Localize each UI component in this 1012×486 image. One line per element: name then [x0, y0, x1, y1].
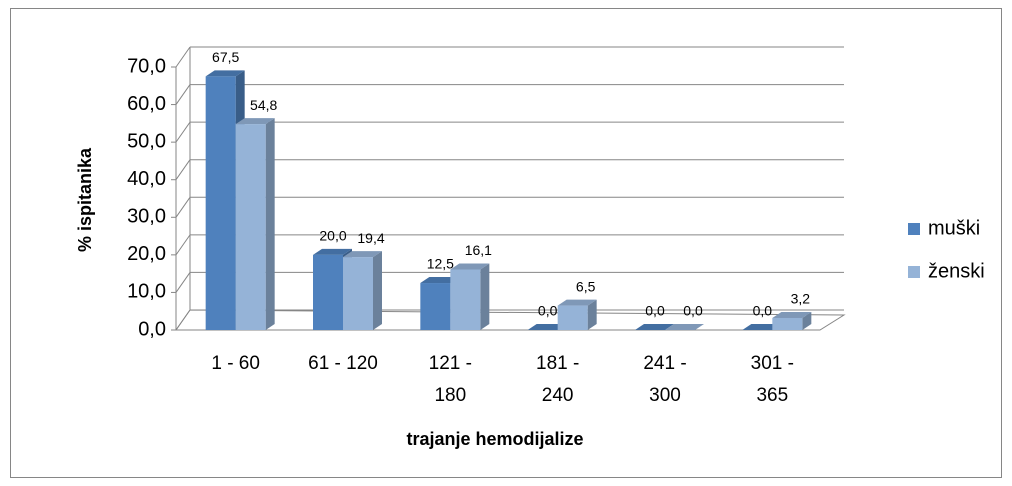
data-label: 54,8	[250, 97, 277, 113]
x-tick-label: 241 - 300	[643, 353, 687, 406]
data-label: 0,0	[753, 303, 773, 319]
data-label: 12,5	[427, 256, 454, 272]
y-tick-label: 10,0	[127, 281, 166, 303]
bar-front	[450, 269, 481, 330]
bar-front	[557, 305, 588, 330]
bar	[635, 324, 674, 330]
y-tick-label: 40,0	[127, 168, 166, 190]
depth-line	[175, 121, 191, 143]
bar-side	[373, 251, 382, 330]
depth-line	[175, 196, 191, 218]
bar-top	[313, 248, 352, 255]
bar-side	[587, 299, 597, 330]
y-axis-title: % ispitanika	[75, 147, 95, 252]
legend-label: ženski	[928, 260, 985, 282]
bar-front	[313, 254, 343, 330]
legend-swatch	[908, 266, 920, 278]
bar	[343, 251, 382, 330]
bar-side	[802, 311, 812, 330]
y-tick-label: 60,0	[127, 93, 166, 115]
data-label: 6,5	[576, 278, 596, 294]
legend-label: muški	[928, 217, 980, 239]
x-tick-label: 121 - 180	[428, 353, 472, 406]
depth-line	[175, 84, 191, 105]
x-tick-label: 181 - 240	[536, 353, 580, 406]
bar-top	[742, 324, 782, 330]
x-tick-label: 61 - 120	[308, 353, 378, 374]
x-axis-title: trajanje hemodijalize	[406, 429, 583, 449]
bar-top	[420, 277, 460, 284]
x-tick-label: 301 - 365	[750, 353, 794, 406]
floor	[175, 309, 846, 331]
data-label: 67,5	[212, 49, 239, 65]
bar-top	[235, 118, 275, 125]
depth-line	[175, 159, 191, 181]
y-tick-label: 30,0	[127, 206, 166, 228]
data-label: 16,1	[465, 242, 492, 258]
depth-line	[175, 272, 191, 293]
bar-top	[772, 311, 812, 318]
bar-top	[665, 324, 704, 330]
data-label: 0,0	[538, 303, 558, 319]
chart-border	[10, 8, 1002, 478]
bar	[772, 311, 812, 330]
bar-front	[420, 283, 451, 330]
data-label: 0,0	[683, 303, 703, 319]
x-tick-label: 1 - 60	[211, 353, 260, 374]
data-label: 20,0	[319, 228, 346, 244]
data-label: 19,4	[357, 230, 384, 246]
y-tick-label: 50,0	[127, 130, 166, 152]
bar	[235, 118, 275, 330]
bar-front	[235, 124, 266, 330]
bar	[527, 324, 567, 330]
depth-line	[175, 309, 191, 331]
bar-front	[772, 317, 803, 330]
data-label: 3,2	[791, 291, 811, 307]
legend-swatch	[908, 223, 920, 235]
y-tick-label: 20,0	[127, 243, 166, 265]
data-label: 0,0	[645, 303, 665, 319]
bar-side	[480, 263, 490, 330]
bar-side	[265, 118, 275, 330]
bar	[665, 324, 704, 330]
bar	[742, 324, 782, 330]
depth-line	[175, 46, 191, 68]
bar	[557, 299, 597, 330]
y-tick-label: 0,0	[138, 318, 166, 340]
y-tick-label: 70,0	[127, 55, 166, 77]
bar-top	[450, 263, 490, 270]
bar-front	[205, 76, 236, 331]
bar-top	[635, 324, 674, 330]
bar-top	[527, 324, 567, 330]
depth-line	[175, 234, 191, 256]
bar-front	[343, 257, 373, 330]
bar-top	[343, 251, 382, 258]
bar-top	[557, 299, 597, 306]
bar-top	[205, 70, 245, 77]
bar	[450, 263, 490, 330]
